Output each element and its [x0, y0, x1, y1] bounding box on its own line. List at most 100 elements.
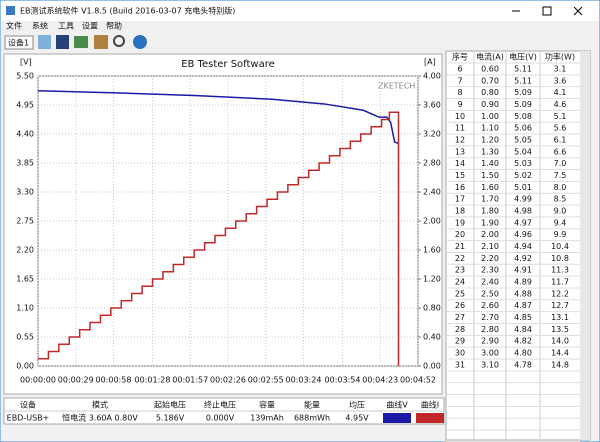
menu-item[interactable]: 帮助 [106, 21, 122, 31]
scrollbar[interactable] [580, 51, 590, 440]
y-tick-label: 2.75 [16, 217, 34, 226]
device-select-label: 设备1 [8, 38, 29, 48]
device-select[interactable] [4, 35, 34, 50]
table-cell: 3.00 [481, 349, 499, 358]
table-cell: 8 [457, 88, 462, 97]
status-value: EBD-USB+ [7, 414, 50, 423]
table-cell: 6 [457, 64, 462, 73]
table-cell: 5.6 [554, 124, 567, 133]
y-tick-label: 5.50 [16, 72, 34, 81]
save-icon[interactable] [56, 35, 69, 49]
table-cell: 1.90 [481, 218, 499, 227]
y-tick-label: 4.40 [16, 130, 34, 139]
window-controls[interactable] [512, 6, 583, 16]
legend-swatch [383, 413, 411, 423]
y2-axis-label: [A] [424, 58, 436, 67]
legend-label: 曲线V [386, 400, 408, 410]
table-cell: 2.50 [481, 289, 499, 298]
table-cell: 20 [455, 230, 465, 239]
table-cell: 31 [455, 360, 465, 369]
table-cell: 4.84 [514, 325, 532, 334]
table-cell: 10 [455, 112, 465, 121]
table-cell: 4.91 [514, 266, 532, 275]
table-header: 序号 [452, 52, 468, 62]
table-cell: 5.01 [514, 183, 532, 192]
y-tick-label: 3.30 [16, 188, 34, 197]
table-cell: 1.70 [481, 195, 499, 204]
help-icon[interactable] [133, 35, 147, 49]
table-cell: 9.4 [554, 218, 567, 227]
status-header: 均压 [349, 400, 365, 410]
x-tick-label: 00:04:52 [400, 376, 436, 385]
tools-icon[interactable] [94, 35, 108, 49]
watermark-label: ZKETECH [378, 82, 415, 91]
table-cell: 12.7 [551, 301, 569, 310]
menu-item[interactable]: 工具 [58, 22, 74, 31]
table-cell: 1.10 [481, 124, 499, 133]
table-cell: 4.94 [514, 242, 532, 251]
table-cell: 1.60 [481, 183, 499, 192]
open-icon[interactable] [38, 35, 51, 49]
table-cell: 5.1 [554, 112, 567, 121]
y-tick-label: 0.00 [16, 362, 34, 371]
status-value: 139mAh [250, 414, 284, 423]
y2-tick-label: 3.60 [423, 101, 441, 110]
table-cell: 4.98 [514, 207, 532, 216]
table-cell: 9 [457, 100, 462, 109]
table-cell: 2.20 [481, 254, 499, 263]
table-cell: 18 [455, 207, 465, 216]
table-cell: 5.04 [514, 147, 532, 156]
x-tick-label: 00:01:57 [172, 376, 208, 385]
table-cell: 10.8 [551, 254, 569, 263]
table-cell: 4.96 [514, 230, 532, 239]
table-cell: 3.1 [554, 64, 567, 73]
close-button[interactable] [573, 6, 583, 16]
table-cell: 2.40 [481, 278, 499, 287]
table-cell: 7.0 [554, 159, 567, 168]
table-cell: 25 [455, 289, 465, 298]
table-header: 功率(W) [545, 52, 575, 62]
table-cell: 4.88 [514, 289, 532, 298]
table-cell: 4.6 [554, 100, 567, 109]
table-cell: 9.0 [554, 207, 567, 216]
x-tick-label: 00:02:26 [210, 376, 246, 385]
table-cell: 0.80 [481, 88, 499, 97]
table-cell: 2.80 [481, 325, 499, 334]
status-header: 起始电压 [154, 400, 186, 410]
table-cell: 1.30 [481, 147, 499, 156]
x-tick-label: 00:04:23 [362, 376, 398, 385]
table-cell: 4.87 [514, 301, 532, 310]
table-cell: 14 [455, 159, 465, 168]
menu-item[interactable]: 文件 [6, 21, 22, 31]
x-tick-label: 00:00:29 [58, 376, 94, 385]
table-cell: 14.8 [551, 360, 569, 369]
table-cell: 0.60 [481, 64, 499, 73]
image-icon[interactable] [74, 36, 88, 48]
table-cell: 2.00 [481, 230, 499, 239]
table-cell: 13.1 [551, 313, 569, 322]
data-line [37, 90, 399, 145]
table-cell: 16 [455, 183, 465, 192]
table-cell: 11 [455, 124, 465, 133]
table-cell: 5.11 [514, 76, 532, 85]
status-value: 5.186V [156, 414, 185, 423]
table-cell: 4.97 [514, 218, 532, 227]
y-tick-label: 0.55 [16, 333, 34, 342]
table-cell: 5.11 [514, 64, 532, 73]
table-cell: 2.70 [481, 313, 499, 322]
search-icon[interactable] [113, 35, 125, 47]
table-cell: 21 [455, 242, 465, 251]
menu-item[interactable]: 系统 [32, 21, 48, 31]
menu-item[interactable]: 设置 [82, 21, 98, 31]
table-cell: 6.6 [554, 147, 567, 156]
maximize-button[interactable] [542, 6, 552, 16]
legend-swatch [416, 413, 444, 423]
y2-tick-label: 2.00 [423, 217, 441, 226]
table-cell: 9.9 [554, 230, 567, 239]
y2-tick-label: 2.80 [423, 159, 441, 168]
status-value: 688mWh [294, 414, 330, 423]
table-cell: 24 [455, 278, 465, 287]
table-cell: 30 [455, 349, 465, 358]
table-cell: 13.5 [551, 325, 569, 334]
y-axis-label: [V] [20, 58, 32, 67]
